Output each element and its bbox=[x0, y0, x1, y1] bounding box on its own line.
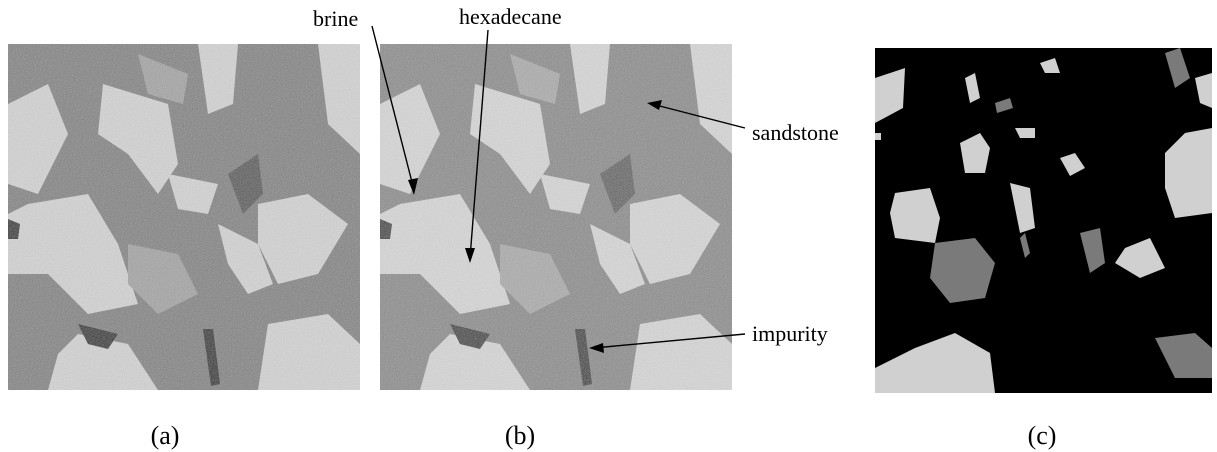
panel-c-image bbox=[875, 48, 1212, 393]
panel-b-image bbox=[380, 44, 732, 390]
annotation: brine bbox=[313, 6, 358, 31]
figure: brine hexadecane sandstone impurity (a) … bbox=[0, 0, 1217, 452]
annotation: sandstone bbox=[752, 120, 839, 145]
panel-a-image bbox=[8, 44, 360, 390]
annotation: impurity bbox=[752, 321, 828, 346]
panel-label: (b) bbox=[505, 421, 535, 450]
panel-label: (c) bbox=[1028, 421, 1057, 450]
panel-label: (a) bbox=[151, 421, 180, 450]
annotation: hexadecane bbox=[459, 4, 562, 29]
